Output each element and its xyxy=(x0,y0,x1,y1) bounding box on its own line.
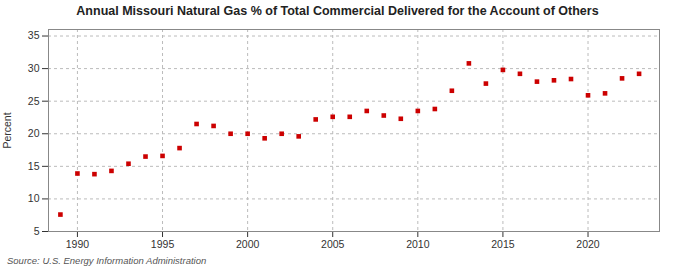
svg-text:5: 5 xyxy=(34,225,40,237)
svg-text:2015: 2015 xyxy=(491,238,515,250)
svg-text:25: 25 xyxy=(28,95,40,107)
svg-text:2010: 2010 xyxy=(406,238,430,250)
svg-text:2000: 2000 xyxy=(236,238,260,250)
svg-text:30: 30 xyxy=(28,62,40,74)
html-text:Annual Missouri Natural Gas %: Annual Missouri Natural Gas % of Total C… xyxy=(76,4,599,18)
svg-text:Percent: Percent xyxy=(1,112,13,148)
svg-text:35: 35 xyxy=(28,29,40,41)
svg-text:1995: 1995 xyxy=(151,238,175,250)
svg-text:15: 15 xyxy=(28,160,40,172)
svg-text:20: 20 xyxy=(28,127,40,139)
html-text:Source: U.S. Energy Informatio: Source: U.S. Energy Information Administ… xyxy=(7,255,207,266)
svg-text:10: 10 xyxy=(28,192,40,204)
svg-text:1990: 1990 xyxy=(66,238,90,250)
svg-text:2005: 2005 xyxy=(321,238,345,250)
svg-text:2020: 2020 xyxy=(576,238,600,250)
